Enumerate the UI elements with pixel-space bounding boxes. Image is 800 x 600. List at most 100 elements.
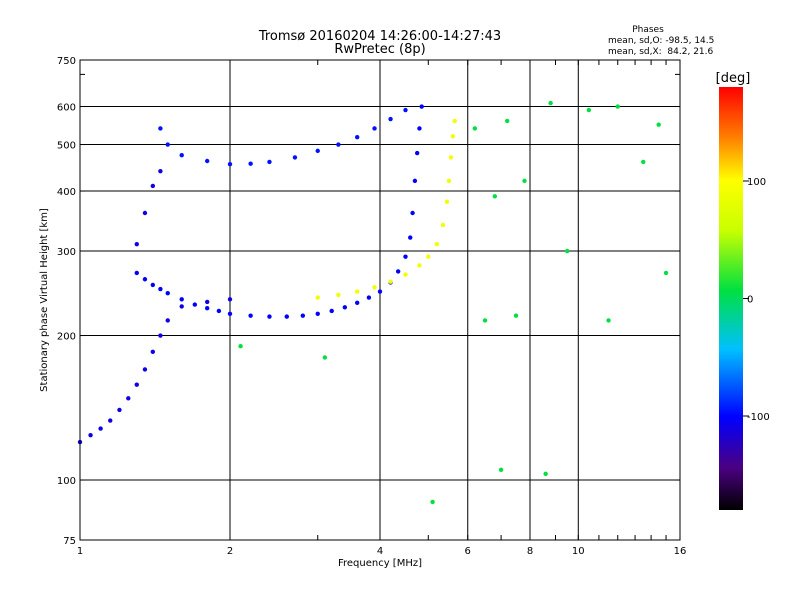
data-point (388, 279, 393, 284)
y-tick-label: 600 (57, 103, 76, 114)
data-point (452, 118, 457, 124)
data-point (204, 158, 210, 164)
data-point (450, 134, 456, 139)
data-point (284, 314, 289, 319)
data-point (663, 270, 669, 276)
colorbar-ticks: -100 0 100 (743, 177, 770, 423)
data-point (179, 304, 184, 309)
data-point (354, 289, 360, 294)
y-tick-label: 750 (57, 56, 76, 67)
data-point (142, 367, 148, 372)
data-point (192, 302, 198, 307)
data-point (417, 263, 422, 268)
data-point (158, 286, 163, 292)
phase-stats-heading: Phases (632, 25, 664, 35)
data-point (248, 161, 253, 166)
data-point (606, 318, 611, 323)
data-point (342, 305, 348, 310)
data-point (179, 153, 184, 158)
y-tick-label: 100 (57, 476, 76, 487)
phase-stats-o: mean, sd,O: -98.5, 14.5 (608, 36, 714, 46)
y-tick-label: 500 (57, 141, 76, 152)
data-point (408, 235, 413, 240)
data-point (412, 178, 418, 184)
data-point (410, 210, 415, 216)
data-point (615, 104, 620, 109)
data-point (142, 277, 148, 282)
x-tick-label: 1 (77, 546, 83, 557)
data-point (403, 254, 408, 259)
colorbar (719, 87, 743, 510)
x-tick-label: 8 (527, 546, 533, 557)
x-tick-label: 4 (377, 546, 383, 557)
colorbar-tick-label: 0 (747, 295, 753, 306)
chart-title: Tromsø 20160204 14:26:00-14:27:43 (258, 29, 501, 44)
data-point (134, 241, 139, 247)
data-point (179, 297, 184, 302)
data-point (315, 295, 320, 300)
data-point (446, 178, 452, 184)
data-point (134, 382, 139, 387)
data-point (150, 349, 156, 354)
grid-lines (79, 60, 681, 540)
data-point (403, 107, 408, 113)
y-tick-labels: 75 100 200 300 400 500 600 750 (57, 56, 76, 547)
colorbar-tick-label: 100 (747, 177, 766, 188)
data-point (543, 471, 548, 477)
data-point (444, 199, 450, 204)
data-point (300, 313, 306, 318)
data-point (548, 100, 553, 106)
data-point (158, 333, 163, 338)
y-tick-label: 400 (57, 187, 76, 198)
data-point (88, 432, 93, 438)
data-point (372, 285, 377, 290)
data-point (504, 118, 510, 124)
data-point (336, 292, 341, 298)
data-point (98, 426, 103, 431)
data-point (142, 210, 148, 216)
data-point (315, 148, 320, 154)
data-point (426, 254, 431, 259)
data-point (395, 269, 401, 274)
x-axis-label: Frequency [MHz] (338, 558, 422, 569)
data-point (248, 313, 253, 318)
data-point (656, 122, 661, 127)
data-point (238, 344, 243, 349)
data-point (372, 126, 377, 131)
data-points (77, 100, 669, 505)
data-point (216, 308, 222, 314)
data-point (498, 467, 504, 473)
data-point (377, 289, 383, 294)
data-point (434, 241, 439, 247)
chart-subtitle: RwPretec (8p) (334, 42, 425, 57)
data-point (227, 297, 233, 302)
data-point (492, 194, 498, 199)
data-point (440, 222, 446, 228)
data-point (388, 116, 393, 122)
data-point (134, 270, 139, 276)
data-point (354, 134, 360, 140)
y-tick-label: 300 (57, 247, 76, 258)
data-point (267, 314, 272, 319)
data-point (150, 282, 156, 288)
data-point (267, 159, 272, 165)
data-point (204, 306, 210, 311)
data-point (403, 272, 408, 277)
data-point (117, 407, 122, 413)
data-point (482, 318, 488, 323)
data-point (165, 142, 170, 147)
data-point (522, 178, 527, 184)
data-point (227, 161, 233, 167)
y-tick-label: 200 (57, 332, 76, 343)
data-point (158, 126, 163, 131)
x-tick-label: 10 (572, 546, 585, 557)
data-point (417, 126, 422, 131)
data-point (315, 311, 320, 316)
data-point (366, 295, 372, 300)
x-tick-label: 16 (674, 546, 687, 557)
data-point (108, 418, 113, 423)
data-point (336, 142, 341, 147)
data-point (329, 308, 334, 314)
data-point (419, 104, 424, 109)
